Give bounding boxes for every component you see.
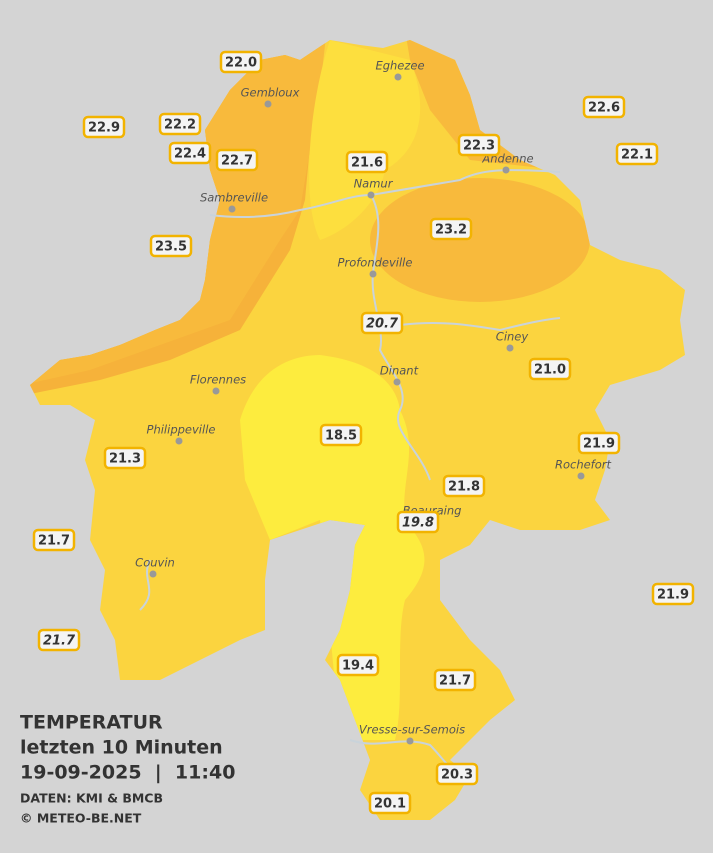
station-value: 21.0 <box>534 363 566 378</box>
city-label: Dinant <box>380 364 419 378</box>
subtitle: letzten 10 Minuten <box>20 737 223 759</box>
city-dot <box>394 73 402 81</box>
city-label: Rochefort <box>555 458 612 472</box>
station-box <box>158 112 202 136</box>
station-value: 22.0 <box>225 56 257 71</box>
station-box <box>651 582 695 606</box>
city-label: Eghezee <box>375 59 424 73</box>
station-value: 23.5 <box>155 240 187 255</box>
station-box <box>103 446 147 470</box>
station-value: 21.6 <box>351 156 383 171</box>
credit: © METEO-BE.NET <box>20 811 142 826</box>
station-box <box>615 142 659 166</box>
station-box <box>32 528 76 552</box>
station-box <box>215 148 259 172</box>
city-label: Profondeville <box>338 256 413 270</box>
station-value: 21.9 <box>583 437 615 452</box>
city-dot <box>406 737 414 745</box>
city-label: Sambreville <box>200 191 268 205</box>
station-box <box>368 791 412 815</box>
station-value: 21.7 <box>439 674 471 689</box>
station-value: 22.9 <box>88 121 120 136</box>
station-value: 20.3 <box>441 768 473 783</box>
city-dot <box>175 437 183 445</box>
station-value: 21.9 <box>657 588 689 603</box>
city-label: Couvin <box>135 556 175 570</box>
station-value: 22.7 <box>221 154 253 169</box>
station-value: 22.2 <box>164 118 196 133</box>
source: DATEN: KMI & BMCB <box>20 791 163 806</box>
city-dot <box>228 205 236 213</box>
station-box <box>396 510 440 534</box>
station-box <box>435 762 479 786</box>
station-box <box>360 311 404 335</box>
station-value: 20.1 <box>374 797 406 812</box>
city-dot <box>393 378 401 386</box>
station-box <box>149 234 193 258</box>
station-box <box>528 357 572 381</box>
city-dot <box>577 472 585 480</box>
station-box <box>219 50 263 74</box>
station-value: 21.7 <box>43 634 76 649</box>
station-box <box>577 431 621 455</box>
city-dot <box>506 344 514 352</box>
station-value: 22.1 <box>621 148 653 163</box>
station-value: 21.8 <box>448 480 480 495</box>
station-value: 20.7 <box>366 317 399 332</box>
city-label: Ciney <box>496 330 529 344</box>
city-dot <box>369 270 377 278</box>
station-value: 18.5 <box>325 429 357 444</box>
station-box <box>37 628 81 652</box>
station-box <box>319 423 363 447</box>
station-value: 21.7 <box>38 534 70 549</box>
title: TEMPERATUR <box>20 712 163 734</box>
station-value: 22.3 <box>463 139 495 154</box>
city-label: Namur <box>354 177 394 191</box>
station-box <box>442 474 486 498</box>
station-value: 19.8 <box>402 516 434 531</box>
station-box <box>457 133 501 157</box>
station-box <box>336 653 380 677</box>
city-label: Philippeville <box>147 423 216 437</box>
city-label: Gembloux <box>241 86 300 100</box>
station-box <box>82 115 126 139</box>
station-box <box>429 217 473 241</box>
city-dot <box>264 100 272 108</box>
city-dot <box>367 191 375 199</box>
station-value: 23.2 <box>435 223 467 238</box>
station-value: 21.3 <box>109 452 141 467</box>
station-value: 19.4 <box>342 659 374 674</box>
city-dot <box>502 166 510 174</box>
station-box <box>168 141 212 165</box>
station-value: 22.6 <box>588 101 620 116</box>
city-label: Florennes <box>190 373 246 387</box>
timestamp: 19-09-2025 | 11:40 <box>20 762 235 784</box>
city-dot <box>149 570 157 578</box>
station-value: 22.4 <box>174 147 206 162</box>
station-box <box>345 150 389 174</box>
city-label: Vresse-sur-Semois <box>359 723 465 737</box>
station-box <box>433 668 477 692</box>
city-dot <box>212 387 220 395</box>
station-box <box>582 95 626 119</box>
